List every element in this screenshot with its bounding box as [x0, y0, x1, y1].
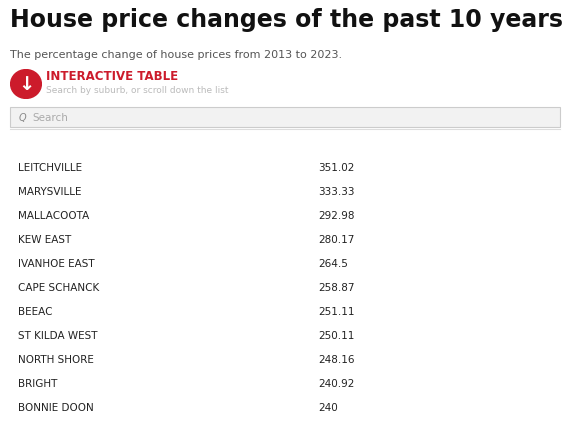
Text: 250.11: 250.11 — [318, 330, 355, 340]
Text: 280.17: 280.17 — [318, 234, 355, 245]
FancyBboxPatch shape — [10, 108, 560, 128]
Circle shape — [11, 70, 42, 99]
Text: 292.98: 292.98 — [318, 210, 355, 221]
Text: House price changes of the past 10 years: House price changes of the past 10 years — [10, 8, 563, 32]
Text: 333.33: 333.33 — [318, 187, 355, 196]
Text: Search by suburb, or scroll down the list: Search by suburb, or scroll down the lis… — [46, 86, 229, 95]
Text: Search: Search — [32, 113, 68, 123]
Text: LEITCHVILLE: LEITCHVILLE — [18, 163, 83, 173]
Text: INTERACTIVE TABLE: INTERACTIVE TABLE — [46, 70, 178, 83]
Text: 351.02: 351.02 — [318, 163, 355, 173]
Text: 251.11: 251.11 — [318, 306, 355, 316]
Text: 248.16: 248.16 — [318, 354, 355, 364]
Text: KEW EAST: KEW EAST — [18, 234, 71, 245]
Text: MALLACOOTA: MALLACOOTA — [18, 210, 89, 221]
Text: The percentage change of house prices from 2013 to 2023.: The percentage change of house prices fr… — [10, 50, 342, 60]
Text: 264.5: 264.5 — [318, 259, 348, 268]
Text: CAPE SCHANCK: CAPE SCHANCK — [18, 282, 100, 292]
Text: IVANHOE EAST: IVANHOE EAST — [18, 259, 95, 268]
Text: SUBURB: SUBURB — [18, 140, 67, 150]
Text: MARYSVILLE: MARYSVILLE — [18, 187, 82, 196]
Text: BRIGHT: BRIGHT — [18, 378, 58, 388]
Text: Q: Q — [18, 113, 26, 123]
Text: 240: 240 — [318, 402, 338, 412]
Text: % CHANGE FROM 2013 TO 2023: % CHANGE FROM 2013 TO 2023 — [318, 140, 504, 150]
Text: 258.87: 258.87 — [318, 282, 355, 292]
Text: 240.92: 240.92 — [318, 378, 355, 388]
Text: BEEAC: BEEAC — [18, 306, 53, 316]
Text: BONNIE DOON: BONNIE DOON — [18, 402, 94, 412]
Text: ST KILDA WEST: ST KILDA WEST — [18, 330, 97, 340]
Text: NORTH SHORE: NORTH SHORE — [18, 354, 94, 364]
Text: ↓: ↓ — [18, 75, 34, 94]
